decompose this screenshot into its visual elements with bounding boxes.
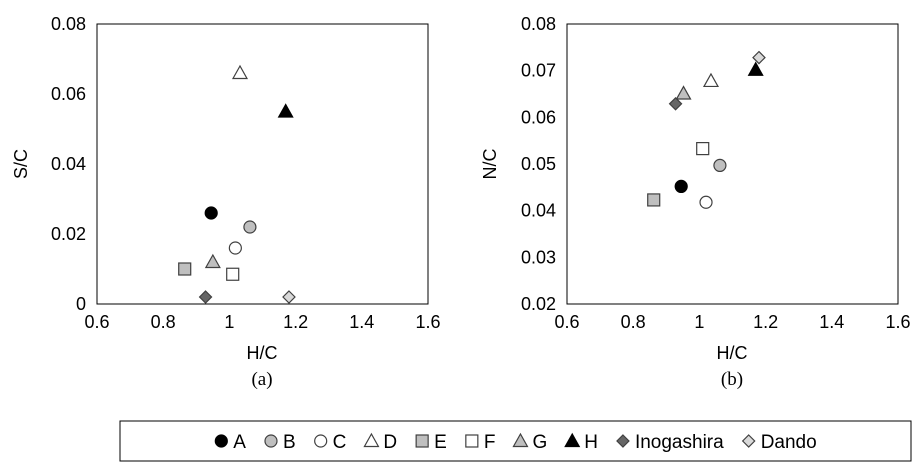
- data-point-a-inogashira: [198, 290, 213, 304]
- x-tick-label-b-5: 1.6: [885, 312, 910, 332]
- data-point-a-c: [228, 241, 242, 255]
- y-axis-label-a: S/C: [11, 149, 31, 179]
- y-tick-label-b-1: 0.03: [521, 247, 556, 267]
- legend-marker-d: [363, 432, 380, 448]
- legend-marker-h: [564, 432, 581, 448]
- x-tick-label-a-0: 0.6: [84, 312, 109, 332]
- legend-marker-f: [465, 434, 479, 448]
- panel-a: 0.6 0.8 1 1.2 1.4 1.6 0 0.02 0.04 0.06 0.08 H/C S/…: [11, 14, 441, 390]
- x-tick-label-a-5: 1.6: [415, 312, 440, 332]
- legend-box: [119, 420, 912, 462]
- tick-labels-a: 0.6 0.8 1 1.2 1.4 1.6 0 0.02 0.04 0.06 0.08: [51, 14, 441, 332]
- panel-label-b: (b): [721, 369, 743, 390]
- data-point-b-d: [702, 72, 720, 88]
- data-point-b-c: [699, 195, 713, 209]
- x-tick-label-a-2: 1: [224, 312, 234, 332]
- legend-marker-b: [264, 434, 278, 448]
- data-point-a-f: [226, 267, 240, 281]
- data-point-a-b: [243, 220, 257, 234]
- data-point-b-g: [675, 85, 692, 100]
- y-tick-label-a-1: 0.02: [51, 224, 86, 244]
- legend-label-e: E: [434, 432, 447, 453]
- legend-items: A B C D E F G H Inogashira Dando: [214, 432, 817, 453]
- data-points-a: [178, 64, 296, 304]
- plot-area-a: [96, 23, 429, 305]
- y-tick-label-b-6: 0.08: [521, 14, 556, 34]
- x-tick-label-a-1: 0.8: [151, 312, 176, 332]
- legend-marker-c: [314, 434, 328, 448]
- panel-b: 0.6 0.8 1 1.2 1.4 1.6 0.02 0.03 0.04 0.05 0.06 0.07…: [480, 14, 911, 390]
- legend-label-a: A: [233, 432, 246, 453]
- data-point-b-inogashira: [668, 96, 683, 111]
- y-tick-label-a-0: 0: [76, 294, 86, 314]
- legend-marker-a: [214, 434, 228, 448]
- data-point-a-d: [231, 64, 249, 80]
- legend-label-inogashira: Inogashira: [635, 432, 724, 453]
- data-point-b-f: [696, 142, 710, 156]
- y-axis-label-b: N/C: [480, 149, 500, 180]
- legend-label-g: G: [532, 432, 547, 453]
- data-point-b-dando: [752, 50, 766, 65]
- x-tick-label-b-0: 0.6: [554, 312, 579, 332]
- y-tick-label-b-0: 0.02: [521, 294, 556, 314]
- data-point-a-dando: [282, 290, 296, 304]
- y-tick-label-a-4: 0.08: [51, 14, 86, 34]
- data-point-b-a: [674, 179, 688, 193]
- data-point-b-b: [713, 158, 727, 172]
- x-tick-label-a-3: 1.2: [283, 312, 308, 332]
- x-tick-label-a-4: 1.4: [349, 312, 374, 332]
- x-tick-label-b-3: 1.2: [753, 312, 778, 332]
- legend-label-c: C: [333, 432, 347, 453]
- data-point-b-e: [647, 193, 661, 207]
- x-tick-label-b-1: 0.8: [621, 312, 646, 332]
- legend-marker-inogashira: [616, 434, 630, 448]
- legend: A B C D E F G H Inogashira Dando: [119, 420, 912, 462]
- legend-label-h: H: [584, 432, 598, 453]
- y-tick-label-b-5: 0.07: [521, 61, 556, 81]
- panel-label-a: (a): [251, 369, 272, 390]
- x-tick-label-b-2: 1: [694, 312, 704, 332]
- legend-label-d: D: [383, 432, 397, 453]
- legend-label-dando: Dando: [761, 432, 817, 453]
- legend-marker-dando: [741, 434, 756, 448]
- legend-label-b: B: [283, 432, 296, 453]
- data-point-b-h: [747, 61, 764, 76]
- data-points-b: [647, 50, 766, 209]
- x-axis-label-b: H/C: [717, 343, 748, 363]
- y-tick-label-b-4: 0.06: [521, 107, 556, 127]
- legend-marker-e: [415, 434, 429, 448]
- x-axis-label-a: H/C: [247, 343, 278, 363]
- y-tick-label-b-3: 0.05: [521, 154, 556, 174]
- legend-marker-g: [512, 432, 529, 448]
- data-point-a-h: [277, 103, 294, 118]
- y-tick-label-a-3: 0.06: [51, 84, 86, 104]
- data-point-a-e: [178, 262, 192, 276]
- plot-area-b: [566, 23, 899, 305]
- x-tick-label-b-4: 1.4: [819, 312, 844, 332]
- legend-label-f: F: [484, 432, 496, 453]
- data-point-a-a: [204, 206, 218, 220]
- y-tick-label-b-2: 0.04: [521, 201, 556, 221]
- tick-labels-b: 0.6 0.8 1 1.2 1.4 1.6 0.02 0.03 0.04 0.05 0.06 0.07…: [521, 14, 911, 332]
- y-tick-label-a-2: 0.04: [51, 154, 86, 174]
- data-point-a-g: [204, 253, 221, 269]
